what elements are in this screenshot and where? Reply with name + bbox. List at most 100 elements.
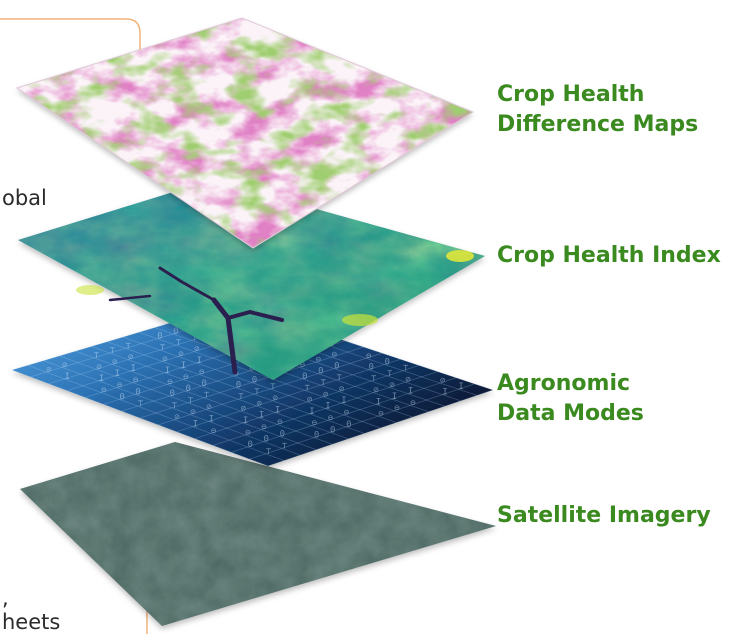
svg-text:I: I — [408, 387, 413, 397]
svg-text:⊘: ⊘ — [128, 353, 133, 363]
svg-text:⊘: ⊘ — [62, 360, 67, 370]
svg-text:⊖: ⊖ — [332, 350, 337, 360]
svg-text:⊤: ⊤ — [126, 341, 132, 351]
svg-text:⊖: ⊖ — [394, 404, 399, 414]
svg-text:0: 0 — [248, 440, 253, 450]
svg-text:0: 0 — [252, 376, 257, 386]
svg-text:0: 0 — [236, 381, 241, 391]
svg-text:⊤: ⊤ — [371, 374, 377, 384]
svg-text:I: I — [209, 414, 214, 424]
svg-text:⊖: ⊖ — [328, 413, 333, 423]
svg-text:⊤: ⊤ — [270, 382, 276, 392]
svg-text:⊘: ⊘ — [373, 386, 378, 396]
svg-text:I: I — [115, 369, 120, 379]
layer-satellite-imagery — [20, 442, 496, 626]
svg-text:⊘: ⊘ — [96, 362, 101, 372]
svg-text:0: 0 — [119, 392, 124, 402]
svg-text:⊘: ⊘ — [206, 403, 211, 413]
svg-text:⊘: ⊘ — [174, 413, 179, 423]
svg-text:⊤: ⊤ — [305, 383, 311, 393]
svg-text:⊖: ⊖ — [249, 364, 254, 374]
side-text-sheets: heets — [2, 610, 61, 634]
layer-crop-health-difference-maps — [15, 17, 475, 249]
svg-text:I: I — [243, 416, 248, 426]
svg-text:⊘: ⊘ — [194, 345, 199, 355]
svg-text:I: I — [193, 420, 198, 430]
svg-text:⊘: ⊘ — [405, 375, 410, 385]
layer-crop-health-index — [18, 180, 485, 380]
svg-text:⊖: ⊖ — [277, 417, 282, 427]
svg-text:I: I — [325, 402, 330, 412]
svg-text:0: 0 — [202, 379, 207, 389]
svg-text:0: 0 — [135, 387, 140, 397]
svg-text:⊘: ⊘ — [257, 399, 262, 409]
svg-text:0: 0 — [170, 389, 175, 399]
svg-text:⊖: ⊖ — [101, 386, 106, 396]
svg-text:⊤: ⊤ — [254, 387, 260, 397]
svg-text:⊤: ⊤ — [204, 391, 210, 401]
svg-text:0: 0 — [369, 363, 374, 373]
svg-text:⊖: ⊖ — [378, 409, 383, 419]
svg-text:⊘: ⊘ — [323, 390, 328, 400]
label-agronomic-data-modes: Agronomic Data Modes — [497, 371, 644, 426]
svg-text:0: 0 — [173, 327, 178, 337]
svg-text:⊖: ⊖ — [312, 419, 317, 429]
svg-text:⊘: ⊘ — [307, 395, 312, 405]
svg-text:⊤: ⊤ — [192, 333, 198, 343]
svg-text:⊖: ⊖ — [167, 377, 172, 387]
svg-text:I: I — [442, 388, 447, 398]
svg-text:⊖: ⊖ — [316, 355, 321, 365]
svg-text:I: I — [165, 366, 170, 376]
svg-text:0: 0 — [346, 420, 351, 430]
svg-text:⊤: ⊤ — [160, 343, 166, 353]
svg-text:0: 0 — [334, 362, 339, 372]
svg-text:0: 0 — [157, 332, 162, 342]
svg-text:I: I — [181, 361, 186, 371]
svg-text:⊤: ⊤ — [188, 396, 194, 406]
svg-text:⊤: ⊤ — [337, 373, 343, 383]
svg-text:I: I — [197, 356, 202, 366]
svg-text:⊤: ⊤ — [266, 447, 272, 457]
svg-text:⊖: ⊖ — [133, 376, 138, 386]
svg-text:⊤: ⊤ — [172, 401, 178, 411]
svg-text:⊤: ⊤ — [176, 338, 182, 348]
svg-text:⊤: ⊤ — [403, 364, 409, 374]
svg-text:⊖: ⊖ — [245, 428, 250, 438]
svg-text:I: I — [376, 397, 381, 407]
svg-text:I: I — [99, 374, 104, 384]
svg-text:⊘: ⊘ — [46, 365, 51, 375]
svg-text:⊤: ⊤ — [94, 351, 100, 361]
svg-text:⊤: ⊤ — [321, 378, 327, 388]
svg-text:⊘: ⊘ — [190, 408, 195, 418]
label-satellite-imagery: Satellite Imagery — [497, 503, 711, 528]
svg-text:⊤: ⊤ — [387, 369, 393, 379]
svg-text:I: I — [259, 411, 264, 421]
side-text-global: obal — [2, 186, 47, 210]
svg-text:I: I — [341, 396, 346, 406]
svg-text:⊘: ⊘ — [241, 404, 246, 414]
svg-text:⊖: ⊖ — [366, 351, 371, 361]
svg-text:⊖: ⊖ — [183, 372, 188, 382]
svg-text:I: I — [309, 407, 314, 417]
svg-text:⊖: ⊖ — [410, 398, 415, 408]
svg-text:I: I — [458, 382, 463, 392]
svg-text:0: 0 — [385, 358, 390, 368]
svg-text:⊖: ⊖ — [344, 408, 349, 418]
svg-text:⊤: ⊤ — [138, 399, 144, 409]
svg-text:⊤: ⊤ — [238, 392, 244, 402]
svg-text:⊤: ⊤ — [282, 441, 288, 451]
side-text-comma: , — [2, 586, 9, 610]
svg-text:I: I — [65, 372, 70, 382]
svg-text:⊖: ⊖ — [261, 423, 266, 433]
svg-text:⊘: ⊘ — [112, 357, 117, 367]
svg-text:0: 0 — [280, 429, 285, 439]
label-crop-health-difference-maps: Crop Health Difference Maps — [497, 82, 699, 137]
svg-text:⊖: ⊖ — [117, 381, 122, 391]
svg-text:0: 0 — [314, 431, 319, 441]
svg-text:I: I — [392, 392, 397, 402]
svg-text:⊘: ⊘ — [389, 380, 394, 390]
svg-text:⊘: ⊘ — [440, 376, 445, 386]
svg-text:⊖: ⊖ — [300, 360, 305, 370]
svg-text:I: I — [275, 405, 280, 415]
